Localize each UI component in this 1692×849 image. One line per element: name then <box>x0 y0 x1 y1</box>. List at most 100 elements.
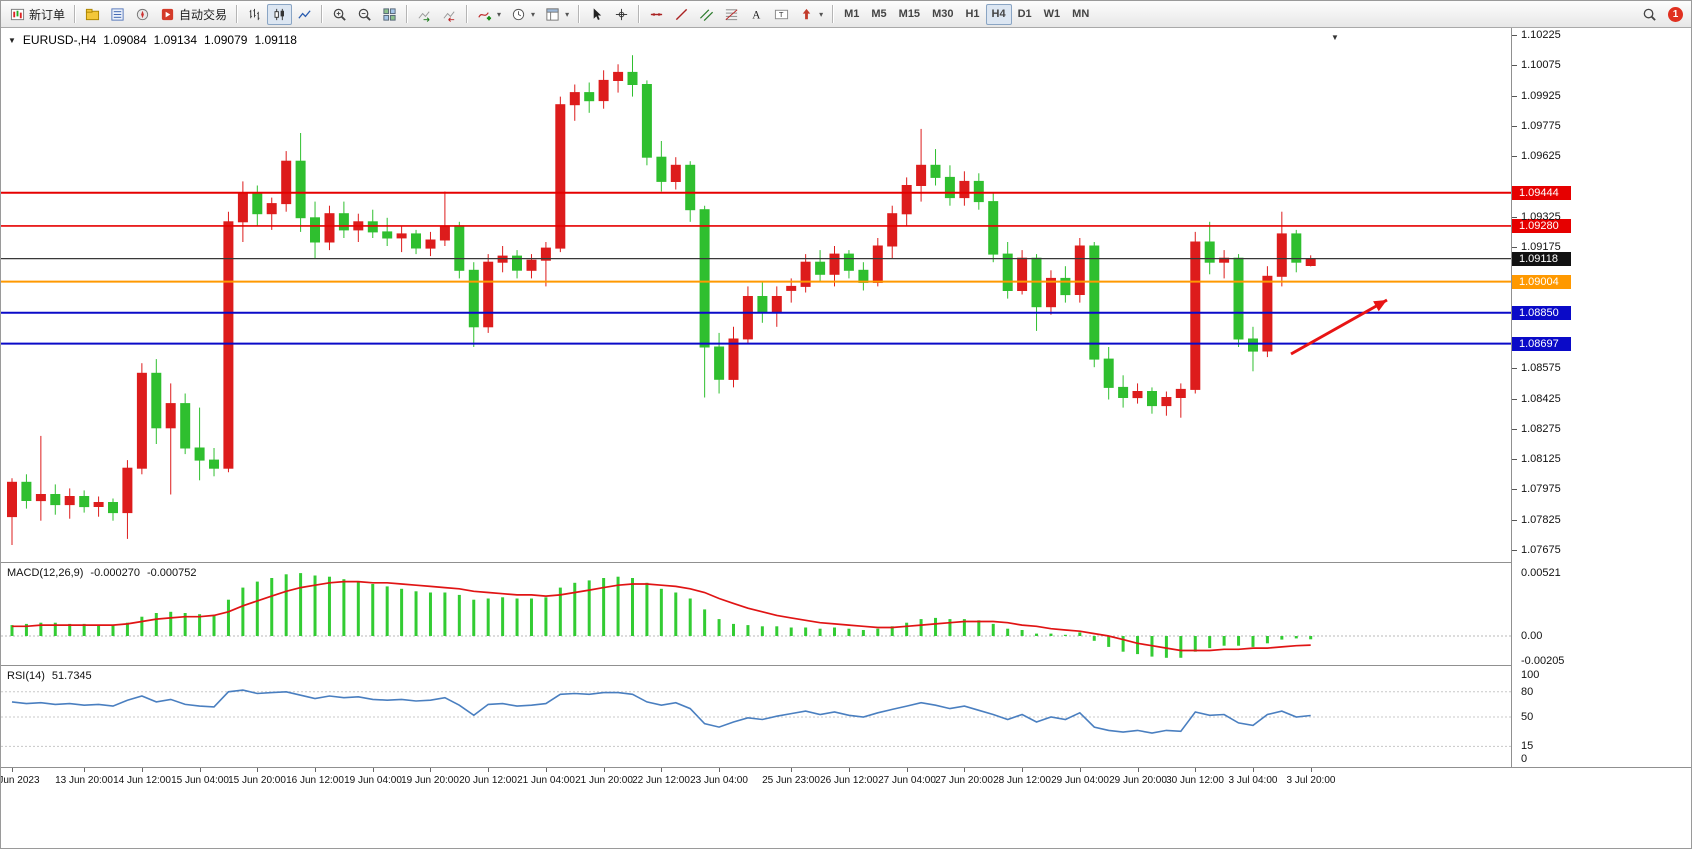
timeframe-m15[interactable]: M15 <box>893 4 926 25</box>
market-watch-icon <box>110 7 125 22</box>
trend-arrow[interactable] <box>1290 298 1388 356</box>
auto-trading-button[interactable]: 自动交易 <box>155 4 232 25</box>
candle <box>136 372 147 469</box>
chart-shift-icon <box>442 7 457 22</box>
price-tick-label: 1.07975 <box>1521 483 1561 495</box>
candle <box>613 71 624 82</box>
label-button[interactable]: T <box>769 4 794 25</box>
time-axis-label: 21 Jun 04:00 <box>517 775 575 786</box>
time-tick-mark <box>791 768 792 772</box>
timeframe-h4[interactable]: H4 <box>985 3 1012 25</box>
price-tick-mark <box>1512 35 1517 36</box>
trendline-icon <box>674 7 689 22</box>
price-tick-label: 1.08425 <box>1521 393 1561 405</box>
bar-chart-button[interactable] <box>242 4 267 25</box>
time-tick-mark <box>257 768 258 772</box>
price-tick-label: 1.09325 <box>1521 211 1561 223</box>
price-tag: 1.08850 <box>1512 306 1571 320</box>
tile-windows-button[interactable] <box>377 4 402 25</box>
candle <box>1060 277 1071 296</box>
toolbar-separator <box>578 5 581 23</box>
time-axis-label: 23 Jun 04:00 <box>690 775 748 786</box>
timeframe-d1[interactable]: D1 <box>1012 4 1038 25</box>
text-button[interactable]: A <box>744 4 769 25</box>
timeframe-w1[interactable]: W1 <box>1038 4 1067 25</box>
candle <box>699 209 710 348</box>
fibonacci-button[interactable] <box>719 4 744 25</box>
time-axis-label: 19 Jun 04:00 <box>344 775 402 786</box>
notification-badge[interactable]: 1 <box>1668 6 1683 22</box>
price-tick-label: 1.08125 <box>1521 453 1561 465</box>
candle <box>685 164 696 211</box>
indicators-button[interactable]: ▾ <box>472 4 506 25</box>
time-tick-mark <box>12 768 13 772</box>
ohlc-open: 1.09084 <box>103 33 147 47</box>
market-watch-button[interactable] <box>105 4 130 25</box>
navigator-button[interactable] <box>130 4 155 25</box>
candle <box>151 372 162 429</box>
periods-button[interactable]: ▾ <box>506 4 540 25</box>
macd-main-value: -0.000270 <box>90 567 140 579</box>
timeframe-d1-label: D1 <box>1017 8 1032 20</box>
candlestick-button[interactable] <box>267 3 293 25</box>
time-axis-label: 29 Jun 04:00 <box>1051 775 1109 786</box>
new-order-button[interactable]: 新订单 <box>5 4 70 25</box>
candle <box>1103 358 1114 388</box>
horizontal-line-button[interactable] <box>644 4 669 25</box>
macd-header: MACD(12,26,9) -0.000270 -0.000752 <box>7 567 197 579</box>
text-icon: A <box>749 7 764 22</box>
zoom-in-button[interactable] <box>327 4 352 25</box>
timeframe-m30[interactable]: M30 <box>926 4 959 25</box>
macd-signal-value: -0.000752 <box>146 567 197 579</box>
timeframe-m5[interactable]: M5 <box>865 4 892 25</box>
new-order-button-label: 新订单 <box>29 7 66 22</box>
candle <box>1204 241 1215 263</box>
candle <box>670 164 681 183</box>
search-button[interactable] <box>1637 4 1662 25</box>
trendline-button[interactable] <box>669 4 694 25</box>
auto-scroll-button[interactable] <box>412 4 437 25</box>
price-tick-mark <box>1512 459 1517 460</box>
chart-shift-button[interactable] <box>437 4 462 25</box>
price-axis[interactable]: 1.09444 1.09280 1.09118 1.09004 1.08850 1.086… <box>1511 28 1691 767</box>
templates-button[interactable]: ▾ <box>540 4 574 25</box>
channel-button[interactable] <box>694 4 719 25</box>
toolbar-separator <box>74 5 77 23</box>
candle <box>1190 241 1201 390</box>
timeframe-mn-label: MN <box>1072 8 1090 20</box>
quick-trade-caret-icon[interactable]: ▼ <box>8 35 16 45</box>
profiles-button[interactable] <box>80 4 105 25</box>
time-tick-mark <box>84 768 85 772</box>
crosshair-button[interactable] <box>609 4 634 25</box>
time-tick-mark <box>315 768 316 772</box>
crosshair-icon <box>614 7 629 22</box>
candle <box>425 239 436 249</box>
candle <box>714 346 725 380</box>
time-axis-label: 22 Jun 12:00 <box>632 775 690 786</box>
macd-pane[interactable] <box>1 562 1511 665</box>
chart-window[interactable]: ▼ EURUSD-,H4 1.09084 1.09134 1.09079 1.0… <box>1 28 1691 848</box>
zoom-out-button[interactable] <box>352 4 377 25</box>
new-order-icon <box>10 7 25 22</box>
svg-text:T: T <box>779 10 784 19</box>
timeframe-h1[interactable]: H1 <box>959 4 985 25</box>
candle <box>627 71 638 86</box>
rsi-pane[interactable] <box>1 665 1511 767</box>
chart-corner-caret-icon[interactable]: ▼ <box>1331 33 1339 42</box>
time-tick-mark <box>488 768 489 772</box>
candle <box>411 233 421 249</box>
timeframe-mn[interactable]: MN <box>1066 4 1095 25</box>
auto-scroll-icon <box>417 7 432 22</box>
timeframe-m1[interactable]: M1 <box>838 4 865 25</box>
cursor-button[interactable] <box>584 4 609 25</box>
time-axis-label: 30 Jun 12:00 <box>1166 775 1224 786</box>
tile-windows-icon <box>382 7 397 22</box>
time-axis-label: 25 Jun 23:00 <box>762 775 820 786</box>
timeframe-m5-label: M5 <box>871 8 887 20</box>
price-tick-mark <box>1512 217 1517 218</box>
price-chart-canvas[interactable] <box>1 28 1511 562</box>
candle <box>569 92 580 106</box>
arrows-button[interactable]: ▾ <box>794 4 828 25</box>
line-chart-button[interactable] <box>292 4 317 25</box>
